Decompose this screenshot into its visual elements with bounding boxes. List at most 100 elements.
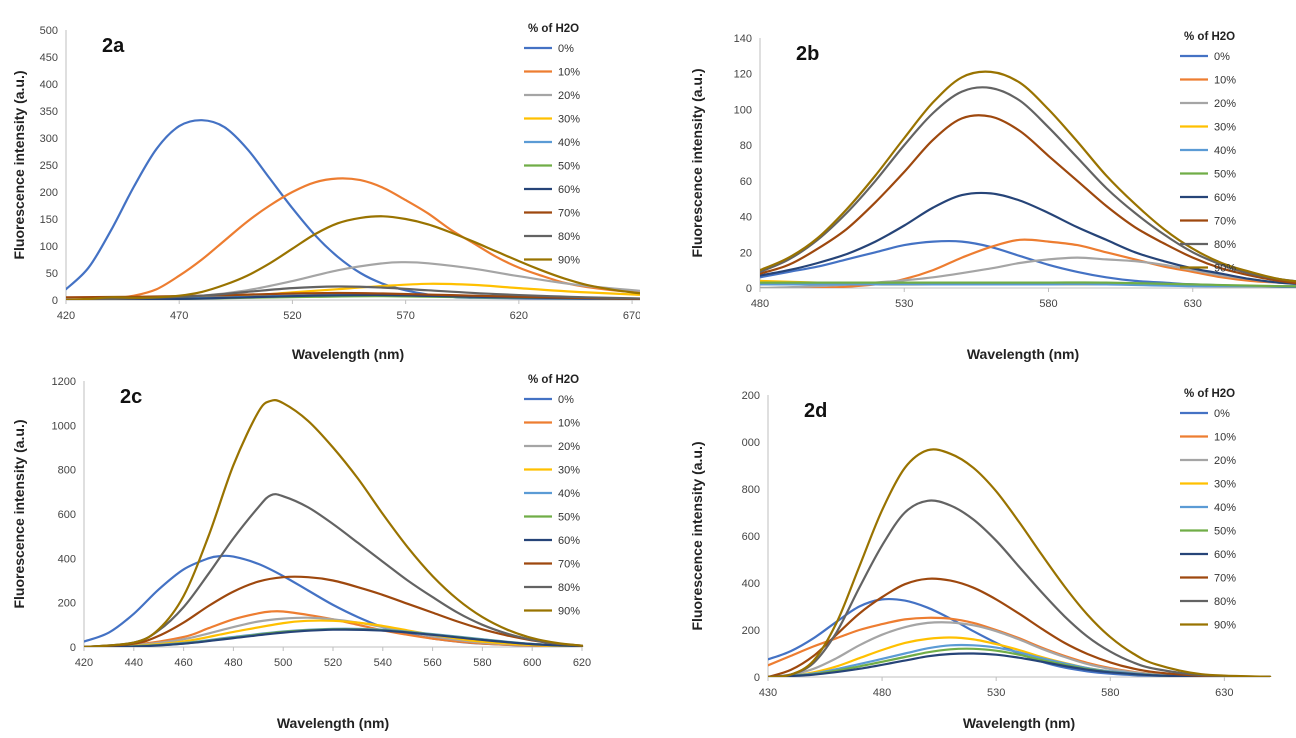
- series-lines: [760, 70, 1296, 288]
- y-tick-label: 800: [58, 465, 76, 477]
- x-tick-label: 470: [170, 310, 188, 322]
- legend-label: 0%: [558, 43, 574, 55]
- legend-label: 10%: [558, 67, 580, 79]
- series-line-70pct: [84, 575, 584, 647]
- y-tick-label: 0: [746, 283, 752, 295]
- legend-label: 80%: [1214, 239, 1236, 251]
- series-line-90pct: [84, 399, 584, 647]
- legend-label: 50%: [558, 512, 580, 524]
- y-axis-title: Fluorescence intensity (a.u.): [689, 441, 705, 630]
- chart-panel-2a: 0 50 100 150 200 250 300 350 400 450 500 420 470 520 5…: [0, 0, 640, 369]
- legend-label: 30%: [1214, 479, 1236, 491]
- x-tick-label: 480: [751, 298, 769, 310]
- legend-label: 40%: [558, 488, 580, 500]
- legend-label: 80%: [1214, 596, 1236, 608]
- y-tick-label: 0: [754, 672, 760, 684]
- x-axis-title: Wavelength (nm): [292, 346, 404, 362]
- legend-label: 30%: [558, 465, 580, 477]
- chart-panel-2b: 0204060801001201404805305806306802bWavel…: [678, 0, 1296, 369]
- y-tick-label: 400: [742, 578, 760, 590]
- legend-label: 60%: [558, 184, 580, 196]
- legend-title: % of H2O: [1184, 31, 1235, 43]
- y-tick-label: 140: [734, 33, 752, 45]
- x-tick-label: 420: [75, 657, 93, 669]
- y-tick-label: 350: [40, 106, 58, 118]
- legend-title: % of H2O: [528, 23, 579, 35]
- legend-label: 10%: [1214, 432, 1236, 444]
- legend-label: 90%: [558, 255, 580, 267]
- legend-label: 20%: [1214, 455, 1236, 467]
- chart-2a: 0 50 100 150 200 250 300 350 400 450 500 420 470 520 5…: [11, 23, 640, 362]
- y-tick-label: 200: [742, 625, 760, 637]
- y-tick-label: 800: [742, 484, 760, 496]
- x-tick-label: 420: [57, 310, 75, 322]
- x-tick-label: 530: [895, 298, 913, 310]
- legend-label: 40%: [1214, 145, 1236, 157]
- series-line-80pct: [84, 493, 584, 647]
- y-tick-label: 250: [40, 160, 58, 172]
- series-line-90pct: [760, 70, 1296, 283]
- x-tick-label: 580: [1101, 687, 1119, 699]
- x-tick-label: 620: [573, 657, 591, 669]
- legend-label: 60%: [1214, 549, 1236, 561]
- x-tick-label: 560: [423, 657, 441, 669]
- x-tick-label: 580: [1039, 298, 1057, 310]
- y-axis-title: Fluorescence intensity (a.u.): [11, 70, 27, 259]
- series-line-80pct: [760, 86, 1296, 283]
- legend-label: 80%: [558, 231, 580, 243]
- y-tick-label: 0: [52, 295, 58, 307]
- legend-label: 90%: [1214, 263, 1236, 275]
- y-tick-label: 40: [740, 212, 752, 224]
- x-tick-label: 580: [473, 657, 491, 669]
- series-line-10pct: [66, 177, 640, 300]
- legend-label: 20%: [558, 90, 580, 102]
- series-lines: [768, 448, 1272, 677]
- legend-label: 40%: [1214, 502, 1236, 514]
- plot-label: 2c: [120, 386, 142, 408]
- legend-label: 70%: [1214, 573, 1236, 585]
- y-tick-label: 400: [40, 79, 58, 91]
- y-tick-label: 100: [734, 104, 752, 116]
- x-axis-title: Wavelength (nm): [967, 346, 1079, 362]
- series-line-60pct: [768, 652, 1272, 677]
- legend-label: 50%: [1214, 526, 1236, 538]
- chart-panel-2d: 0 200 400 600 800 000 200 430 480 530 580 630 2d Wave…: [678, 369, 1296, 738]
- x-tick-label: 520: [283, 310, 301, 322]
- x-tick-label: 570: [396, 310, 414, 322]
- series-line-70pct: [768, 577, 1272, 677]
- legend-label: 30%: [1214, 122, 1236, 134]
- y-tick-label: 000: [742, 437, 760, 449]
- y-tick-label: 150: [40, 214, 58, 226]
- y-tick-label: 300: [40, 133, 58, 145]
- series-lines: [66, 119, 640, 300]
- plot-label: 2b: [796, 43, 819, 65]
- plot-label: 2a: [102, 35, 125, 57]
- legend-title: % of H2O: [528, 374, 579, 386]
- y-tick-label: 120: [734, 69, 752, 81]
- x-tick-label: 620: [510, 310, 528, 322]
- series-line-70pct: [760, 114, 1296, 285]
- y-tick-label: 60: [740, 176, 752, 188]
- x-tick-label: 670: [623, 310, 640, 322]
- legend: % of H2O 0% 10% 20% 30% 40% 50% 60% 70% 80% 90%: [1180, 388, 1236, 632]
- chart-panel-2c: 0 200 400 600 800 1000 1200 420 440 460 480 500 520 5…: [0, 369, 640, 738]
- chart-2b: 0204060801001201404805305806306802bWavel…: [689, 31, 1296, 362]
- legend-label: 60%: [558, 535, 580, 547]
- y-tick-label: 80: [740, 140, 752, 152]
- legend: % of H2O 0% 10% 20% 30% 40% 50% 60% 70% 80% 90%: [1180, 31, 1236, 275]
- plot-label: 2d: [804, 400, 827, 422]
- legend-label: 0%: [558, 394, 574, 406]
- legend-label: 90%: [1214, 620, 1236, 632]
- series-line-0pct: [66, 119, 640, 300]
- y-tick-label: 50: [46, 268, 58, 280]
- series-line-50pct: [760, 281, 1296, 288]
- y-tick-label: 1000: [52, 420, 76, 432]
- legend-label: 10%: [1214, 75, 1236, 87]
- x-tick-label: 600: [523, 657, 541, 669]
- y-tick-label: 450: [40, 52, 58, 64]
- y-tick-label: 1200: [52, 376, 76, 388]
- series-line-60pct: [84, 628, 584, 647]
- x-tick-label: 480: [873, 687, 891, 699]
- y-tick-label: 600: [742, 531, 760, 543]
- legend-label: 70%: [558, 208, 580, 220]
